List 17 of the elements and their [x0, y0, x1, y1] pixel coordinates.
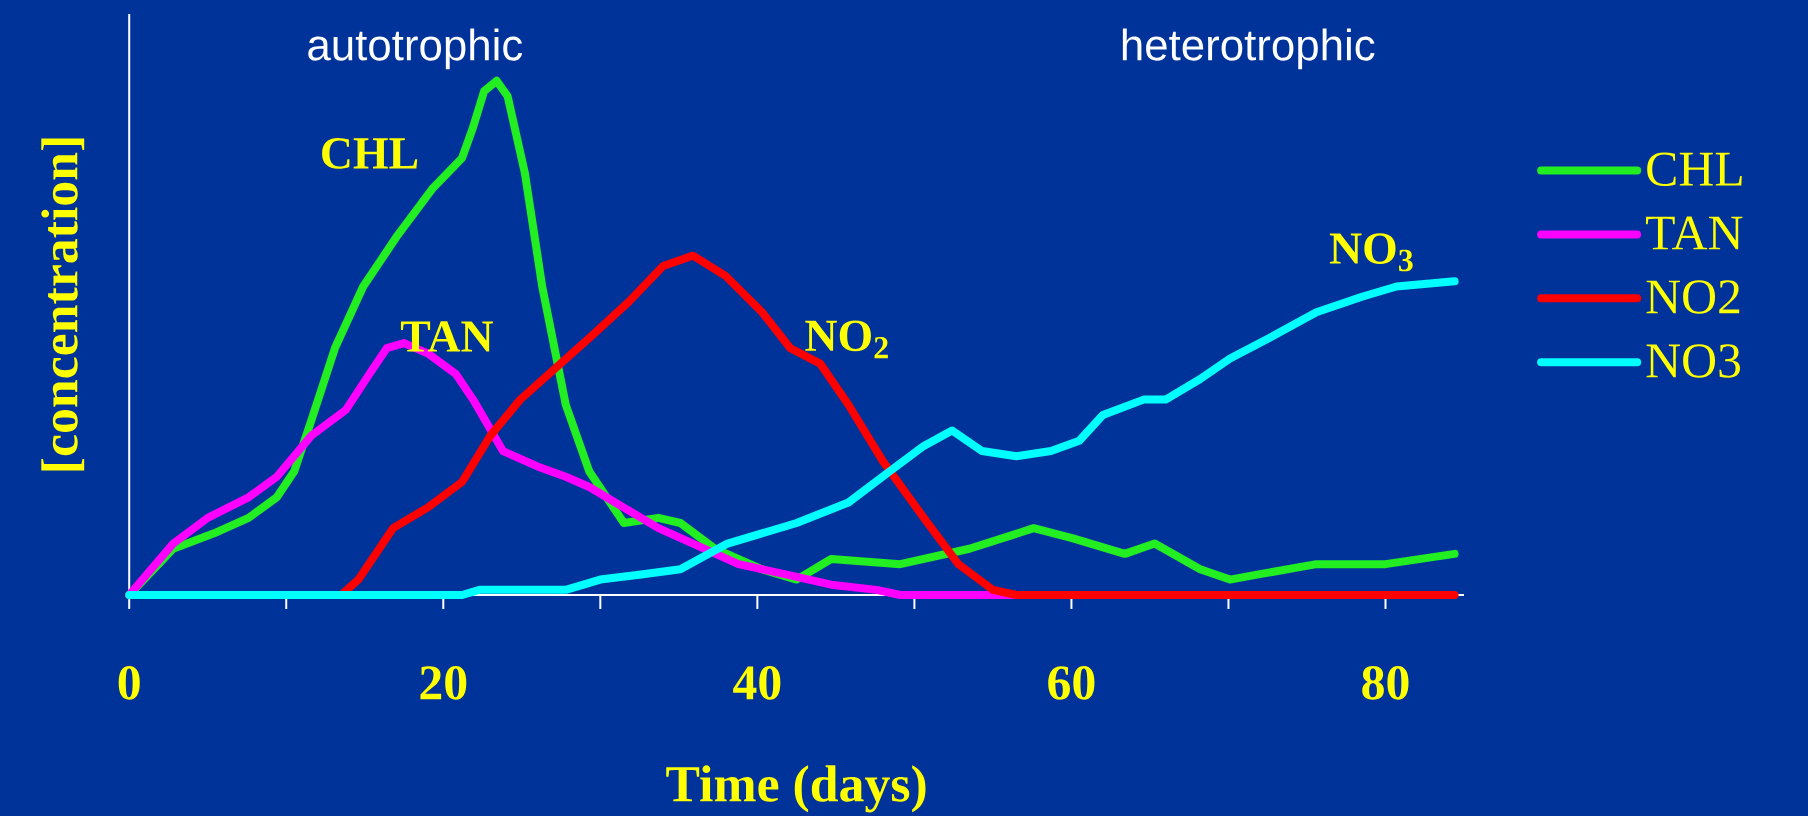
annotation: NO$_{2}$ — [805, 320, 888, 359]
text: heterotrophic — [1122, 28, 1375, 70]
annotation: NO$_{3}$ — [1329, 233, 1413, 272]
y-axis-title: [concentration] — [41, 138, 85, 471]
x-axis-title: Time (days) — [666, 765, 926, 813]
annotation: CHL — [322, 138, 418, 169]
x-tick-label: 60 — [1048, 666, 1095, 700]
text: autotrophic — [308, 28, 523, 70]
legend-label: CHL — [1647, 152, 1742, 186]
legend-label: NO2 — [1646, 280, 1740, 314]
x-tick-label: 80 — [1362, 666, 1409, 700]
x-tick-label: 40 — [733, 666, 781, 700]
annotation: TAN — [400, 321, 493, 352]
legend-label: NO3 — [1646, 344, 1741, 378]
legend-label: TAN — [1646, 216, 1743, 250]
x-tick-label: 0 — [118, 666, 140, 700]
x-tick-label: 20 — [420, 666, 467, 700]
